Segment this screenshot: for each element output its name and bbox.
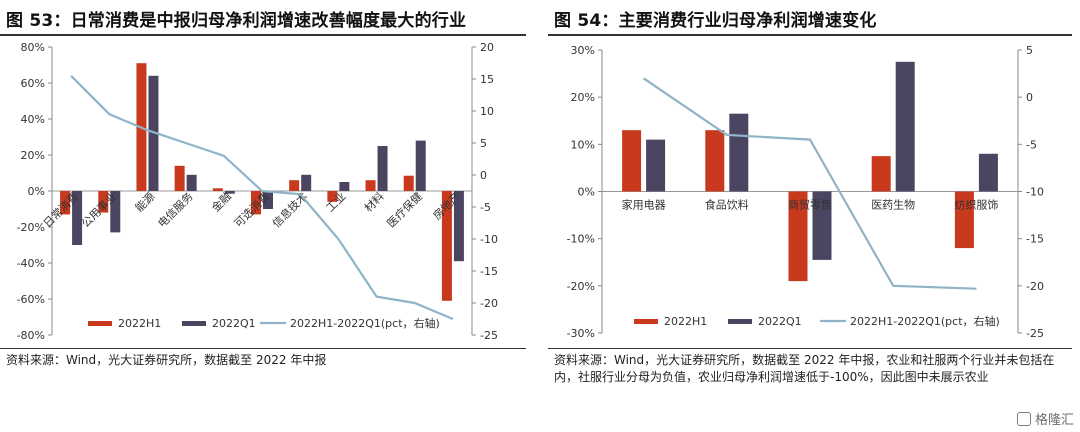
left-category-label: 材料 <box>361 189 386 214</box>
left-bar-h1 <box>251 191 261 215</box>
left-bar-q1 <box>110 191 121 233</box>
left-bar-h1 <box>98 191 109 213</box>
left-legend-swatch-0 <box>88 321 112 326</box>
left-y-tick-label-left: 60% <box>21 77 45 90</box>
right-chart-svg: -30% -20% -10% 0% 10% 20% 30% -25 -20 -15 -10 -5 0 5 家… <box>567 44 1044 340</box>
watermark-logo-icon <box>1016 411 1031 426</box>
right-y-tick-label-left: 0% <box>578 186 595 199</box>
left-line-diff <box>70 75 454 321</box>
left-bar-q1 <box>339 182 350 191</box>
left-y-tick-label-right: 20 <box>480 41 494 54</box>
right-bar-q1 <box>646 139 666 192</box>
right-bar-h1 <box>788 191 808 282</box>
right-legend-label-2: 2022H1-2022Q1(pct，右轴) <box>850 314 1000 328</box>
right-category-label: 家用电器 <box>622 198 666 212</box>
right-bar-h1 <box>954 191 974 249</box>
left-y-tick-label-right: -10 <box>480 233 498 246</box>
left-bar-h1 <box>289 180 300 191</box>
left-bar-q1 <box>377 146 388 191</box>
left-bar-h1 <box>403 175 414 191</box>
right-y-tick-label-right: -20 <box>1026 280 1044 293</box>
left-bar-q1 <box>415 140 426 191</box>
left-chart-svg: -80% -60% -40% -20% 0% 20% 40% 60% 80% -25 -20 -15 -… <box>17 41 498 342</box>
left-bar-q1 <box>148 75 159 191</box>
left-y-tick-label-left: 20% <box>21 149 45 162</box>
right-y-tick-label-left: 20% <box>571 91 595 104</box>
right-y-tick-label-left: 30% <box>571 44 595 57</box>
left-y-tick-label-right: -5 <box>480 201 491 214</box>
right-bar-h1 <box>622 130 642 192</box>
left-legend-label-2: 2022H1-2022Q1(pct，右轴) <box>290 316 440 330</box>
left-bar-q1 <box>453 191 464 262</box>
right-chart-source: 资料来源：Wind，光大证券研究所，数据截至 2022 年中报，农业和社服两个行… <box>554 353 1055 384</box>
left-y-tick-label-left: -60% <box>17 293 45 306</box>
left-y-tick-label-left: 80% <box>21 41 45 54</box>
right-legend-swatch-0 <box>634 319 658 324</box>
left-y-tick-label-left: 0% <box>28 185 45 198</box>
left-y-tick-label-right: -20 <box>480 297 498 310</box>
left-category-label: 电信服务 <box>155 190 195 230</box>
left-chart-source: 资料来源：Wind，光大证券研究所，数据截至 2022 年中报 <box>6 353 327 367</box>
left-category-label: 能源 <box>132 189 157 214</box>
left-y-tick-label-right: 0 <box>480 169 487 182</box>
left-y-tick-label-right: 10 <box>480 105 494 118</box>
left-bar-h1 <box>174 165 185 191</box>
right-legend-swatch-1 <box>728 319 752 324</box>
left-y-tick-label-right: -15 <box>480 265 498 278</box>
left-bar-q1 <box>72 191 83 245</box>
right-category-label: 食品饮料 <box>705 198 749 212</box>
left-y-tick-label-left: -40% <box>17 257 45 270</box>
right-y-tick-label-right: -10 <box>1026 186 1044 199</box>
left-bar-h1 <box>60 191 71 215</box>
left-y-tick-label-left: 40% <box>21 113 45 126</box>
left-bar-q1 <box>186 174 197 191</box>
right-y-tick-label-left: -30% <box>567 327 595 340</box>
left-title-rule <box>0 34 526 36</box>
right-bar-q1 <box>978 153 998 192</box>
right-y-tick-label-left: -20% <box>567 280 595 293</box>
watermark-brand: 格隆汇 <box>1034 413 1074 428</box>
left-source-rule <box>0 348 526 349</box>
right-category-label: 医药生物 <box>871 198 915 212</box>
right-bar-q1 <box>812 191 832 260</box>
right-y-tick-label-right: 5 <box>1026 44 1033 57</box>
left-bar-q1 <box>224 191 235 194</box>
left-category-label: 信息技术 <box>269 189 310 230</box>
left-bar-h1 <box>212 188 223 191</box>
right-legend-label-0: 2022H1 <box>664 315 707 328</box>
right-bar-q1 <box>895 61 915 192</box>
left-category-label: 医疗保健 <box>384 189 425 230</box>
right-bar-h1 <box>871 156 891 192</box>
right-category-label: 纺织服饰 <box>954 198 998 212</box>
left-legend-swatch-1 <box>182 321 206 326</box>
left-y-tick-label-left: -20% <box>17 221 45 234</box>
right-y-tick-label-right: 0 <box>1026 91 1033 104</box>
left-y-tick-label-right: 5 <box>480 137 487 150</box>
watermark: 格隆汇 <box>1016 409 1074 428</box>
right-y-tick-label-right: -25 <box>1026 327 1044 340</box>
left-bar-h1 <box>441 191 452 301</box>
right-line-diff <box>642 77 977 290</box>
right-y-tick-label-left: -10% <box>567 233 595 246</box>
left-chart-title: 图 53：日常消费是中报归母净利润增速改善幅度最大的行业 <box>6 11 467 31</box>
left-y-tick-label-left: -80% <box>17 329 45 342</box>
right-y-tick-label-right: -5 <box>1026 138 1037 151</box>
right-y-tick-label-left: 10% <box>571 138 595 151</box>
right-title-rule <box>548 34 1072 36</box>
left-legend-label-1: 2022Q1 <box>212 317 256 330</box>
right-bar-q1 <box>729 113 749 192</box>
left-bar-q1 <box>263 191 273 209</box>
left-bar-h1 <box>327 191 338 202</box>
left-bar-q1 <box>301 174 312 191</box>
left-legend-label-0: 2022H1 <box>118 317 161 330</box>
right-y-tick-label-right: -15 <box>1026 233 1044 246</box>
right-bar-h1 <box>705 130 725 192</box>
left-y-tick-label-right: 15 <box>480 73 494 86</box>
right-legend-label-1: 2022Q1 <box>758 315 802 328</box>
right-chart-title: 图 54：主要消费行业归母净利润增速变化 <box>554 11 877 31</box>
right-category-label: 商贸零售 <box>788 198 832 212</box>
left-bar-h1 <box>365 180 376 191</box>
right-source-rule <box>548 348 1072 349</box>
left-y-tick-label-right: -25 <box>480 329 498 342</box>
